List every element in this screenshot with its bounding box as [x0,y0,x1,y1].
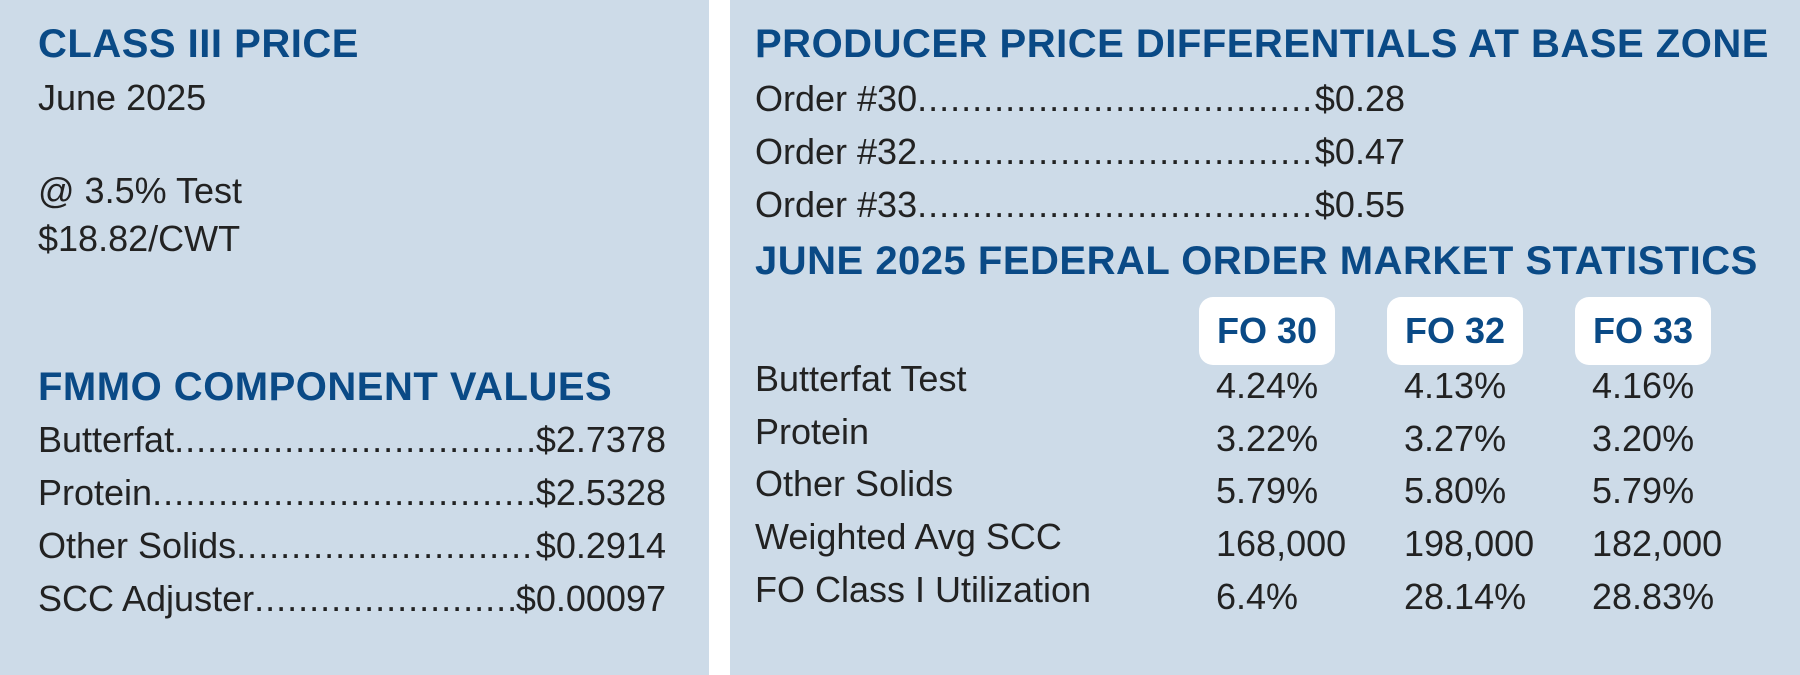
table-row: Butterfat Test 4.24% 4.13% 4.16% [755,355,1785,408]
list-item: Order #33 $0.55 [755,178,1405,231]
column-header-fo30: FO 30 [1199,297,1335,365]
table-cell: 168,000 [1216,523,1347,564]
row-label: Weighted Avg SCC [755,516,1062,557]
row-label: Protein [755,411,870,452]
list-item: Order #30 $0.28 [755,72,1405,125]
order-label: Order #33 [755,184,918,225]
fmmo-component-list: Butterfat $2.7378 Protein $2.5328 Other … [38,413,666,625]
component-value: $0.00097 [515,578,666,619]
order-value: $0.28 [1314,78,1405,119]
list-item: Order #32 $0.47 [755,125,1405,178]
class3-month: June 2025 [38,77,207,118]
dot-leader [254,572,516,625]
class3-price: $18.82/CWT [38,218,241,259]
table-cell: 5.79% [1592,470,1695,511]
ppd-heading: PRODUCER PRICE DIFFERENTIALS AT BASE ZON… [755,22,1769,66]
table-cell: 3.27% [1404,418,1507,459]
dot-leader [236,519,536,572]
right-panel: PRODUCER PRICE DIFFERENTIALS AT BASE ZON… [730,0,1800,675]
table-cell: 5.79% [1216,470,1319,511]
dot-leader [152,466,536,519]
stats-heading: JUNE 2025 FEDERAL ORDER MARKET STATISTIC… [755,239,1758,283]
order-label: Order #30 [755,78,918,119]
table-row: Protein 3.22% 3.27% 3.20% [755,408,1785,461]
table-cell: 3.22% [1216,418,1319,459]
table-cell: 3.20% [1592,418,1695,459]
list-item: Other Solids $0.2914 [38,519,666,572]
fmmo-heading: FMMO COMPONENT VALUES [38,365,613,409]
class3-heading: CLASS III PRICE [38,22,359,66]
order-value: $0.55 [1314,184,1405,225]
table-cell: 6.4% [1216,576,1299,617]
table-cell: 4.16% [1592,365,1695,406]
table-cell: 5.80% [1404,470,1507,511]
order-label: Order #32 [755,131,918,172]
column-header-fo33: FO 33 [1575,297,1711,365]
table-row: Weighted Avg SCC 168,000 198,000 182,000 [755,513,1785,566]
component-value: $2.5328 [535,472,666,513]
component-value: $2.7378 [535,419,666,460]
table-cell: 4.24% [1216,365,1319,406]
row-label: Butterfat Test [755,358,967,399]
class3-test: @ 3.5% Test [38,170,242,211]
row-label: Other Solids [755,463,954,504]
table-cell: 28.83% [1592,576,1715,617]
component-label: Other Solids [38,525,237,566]
row-label: FO Class I Utilization [755,569,1092,610]
list-item: SCC Adjuster $0.00097 [38,572,666,625]
table-cell: 4.13% [1404,365,1507,406]
ppd-list: Order #30 $0.28 Order #32 $0.47 Order #3… [755,72,1405,231]
list-item: Protein $2.5328 [38,466,666,519]
table-row: Other Solids 5.79% 5.80% 5.79% [755,460,1785,513]
dot-leader [917,72,1315,125]
table-cell: 182,000 [1592,523,1723,564]
dot-leader [917,178,1315,231]
order-value: $0.47 [1314,131,1405,172]
component-label: Butterfat [38,419,175,460]
stats-table: FO 30 FO 32 FO 33 Butterfat Test 4.24% 4… [755,291,1785,631]
component-value: $0.2914 [535,525,666,566]
table-cell: 198,000 [1404,523,1535,564]
component-label: Protein [38,472,153,513]
table-row: FO Class I Utilization 6.4% 28.14% 28.83… [755,566,1785,619]
component-label: SCC Adjuster [38,578,255,619]
table-cell: 28.14% [1404,576,1527,617]
dot-leader [917,125,1315,178]
dot-leader [174,413,536,466]
left-panel: CLASS III PRICE June 2025 @ 3.5% Test $1… [0,0,709,675]
column-header-fo32: FO 32 [1387,297,1523,365]
list-item: Butterfat $2.7378 [38,413,666,466]
